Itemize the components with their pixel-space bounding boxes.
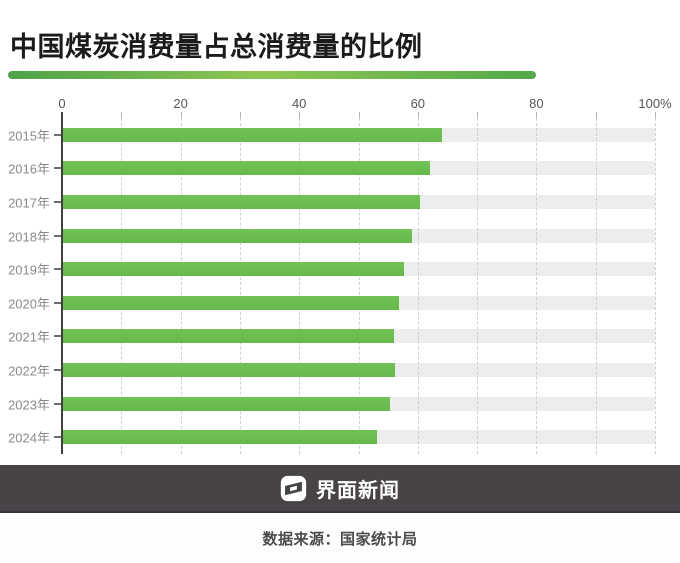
y-axis-tick (54, 335, 61, 338)
source-text: 数据来源：国家统计局 (262, 530, 418, 548)
y-axis-tick (54, 436, 61, 439)
y-axis-tick (54, 200, 61, 203)
bar-row: 2022年 (8, 353, 655, 387)
bar (62, 127, 442, 142)
jiemian-logo-icon (280, 475, 307, 501)
bar (62, 228, 412, 243)
bar (62, 161, 430, 176)
gridline (358, 118, 360, 454)
bar (62, 194, 421, 209)
year-label: 2018年 (8, 229, 50, 245)
y-axis-tick (54, 133, 61, 136)
gridline (477, 118, 479, 454)
source-bar: 数据来源：国家统计局 (0, 513, 680, 563)
gridline (299, 118, 301, 454)
bar-row: 2015年 (8, 118, 655, 152)
bar-row: 2019年 (8, 252, 655, 286)
x-axis-tick (536, 112, 538, 118)
bar-row: 2018年 (8, 219, 655, 253)
year-label: 2016年 (8, 161, 50, 177)
bar (62, 262, 405, 277)
y-axis-tick (54, 234, 61, 237)
x-axis-tick (417, 112, 419, 118)
x-axis-tick (180, 112, 182, 118)
x-axis-tick (121, 112, 123, 118)
x-axis: 0 20 40 60 80 100% (58, 96, 671, 112)
gridline (417, 118, 419, 454)
bar (62, 329, 395, 344)
x-axis-tick (299, 112, 301, 118)
bar (62, 295, 399, 310)
chart-title: 中国煤炭消费量占总消费量的比例 (10, 32, 423, 62)
gridline (121, 118, 123, 454)
year-label: 2019年 (8, 262, 50, 278)
gridline (239, 118, 241, 454)
bar-row: 2016年 (8, 152, 655, 186)
y-axis-tick (54, 368, 61, 371)
year-label: 2023年 (8, 397, 50, 413)
bar-row: 2017年 (8, 185, 655, 219)
x-axis-label: 0 (58, 96, 66, 111)
year-label: 2024年 (8, 430, 50, 446)
gridline (655, 118, 656, 454)
bar-row: 2021年 (8, 320, 655, 354)
bar (62, 396, 390, 411)
gridline (595, 118, 597, 454)
brand-bar: 界面新闻 (0, 465, 680, 513)
x-axis-label: 60 (410, 96, 426, 111)
year-label: 2022年 (8, 363, 50, 379)
x-axis-tick (477, 112, 479, 118)
year-label: 2020年 (8, 296, 50, 312)
brand-name: 界面新闻 (316, 479, 400, 502)
y-axis-tick (54, 402, 61, 405)
x-axis-tick (595, 112, 597, 118)
gridline (180, 118, 182, 454)
year-label: 2015年 (8, 128, 50, 144)
x-axis-label: 80 (529, 96, 544, 111)
y-axis-tick (54, 268, 61, 271)
x-axis-label: 40 (291, 96, 307, 111)
x-axis-tick (239, 112, 241, 118)
year-label: 2021年 (8, 329, 50, 345)
y-axis-line (61, 112, 63, 454)
bar-row: 2020年 (8, 286, 655, 320)
year-label: 2017年 (8, 195, 50, 211)
y-axis-tick (54, 167, 61, 170)
y-axis-tick (54, 301, 61, 304)
title-underline (8, 71, 536, 79)
bar-row: 2023年 (8, 387, 655, 421)
x-axis-tick (358, 112, 360, 118)
bar (62, 362, 396, 377)
x-axis-label: 100% (638, 96, 672, 111)
plot-area: 2015年 2016年 2017年 2018年 2019年 2020年 2021年 2022年… (8, 112, 656, 454)
gridline (536, 118, 538, 454)
bar-row: 2024年 (8, 420, 655, 454)
bar (62, 430, 378, 445)
x-axis-tick (655, 112, 656, 118)
x-axis-label: 20 (173, 96, 188, 111)
